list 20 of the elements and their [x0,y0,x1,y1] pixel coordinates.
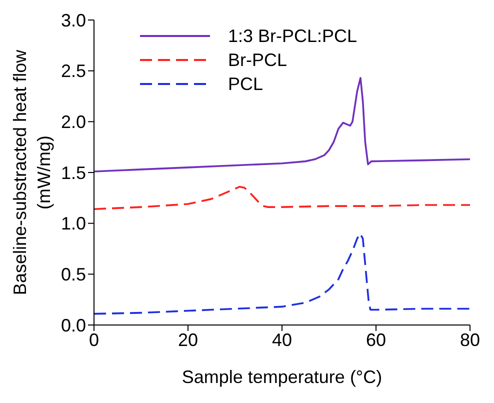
y-tick-label: 3.0 [60,10,86,30]
y-tick-label: 1.5 [60,162,86,183]
x-tick-label: 40 [272,330,292,350]
y-tick-label: 0.5 [60,264,86,285]
legend-label: Br-PCL [228,50,288,70]
x-tick-label: 80 [460,330,480,350]
y-tick-label: 0.0 [60,315,86,336]
x-tick-label: 60 [366,330,386,350]
line-series [94,186,470,210]
x-tick-label: 0 [88,330,100,350]
legend-label: PCL [228,74,264,94]
line-series [94,232,470,315]
x-axis-title: Sample temperature (°C) [182,367,382,387]
y-tick-label: 1.0 [60,214,86,234]
x-tick-label: 20 [178,330,198,350]
y-tick-label: 2.5 [60,61,86,82]
y-axis-title: Baseline-substracted heat flow (mW/mg) [10,48,54,296]
line-series [94,77,470,172]
legend-label: 1:3 Br-PCL:PCL [228,26,358,46]
y-tick-label: 2.0 [60,112,86,132]
